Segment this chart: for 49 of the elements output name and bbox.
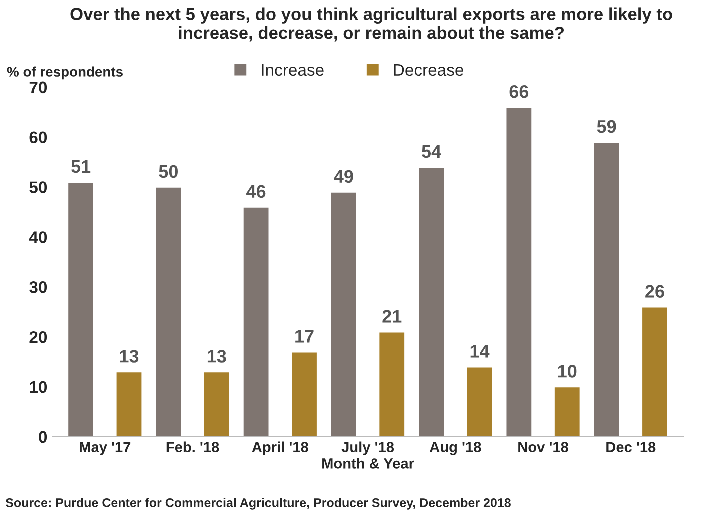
y-tick-label: 60 bbox=[30, 132, 48, 144]
data-label: 13 bbox=[208, 350, 226, 363]
bar bbox=[67, 182, 95, 437]
data-label: 14 bbox=[470, 345, 490, 358]
y-tick-label: 20 bbox=[30, 331, 48, 344]
bar bbox=[378, 331, 406, 437]
data-label: 13 bbox=[120, 350, 139, 363]
source-note: Source: Purdue Center for Commercial Agriculture, Producer Survey, December 2018 bbox=[6, 498, 511, 510]
data-label: 26 bbox=[646, 285, 664, 298]
y-tick-label: 0 bbox=[39, 431, 48, 444]
x-tick-label: Feb. '18 bbox=[166, 442, 220, 452]
bar bbox=[418, 166, 446, 437]
legend-label: Increase bbox=[262, 64, 324, 76]
data-label: 59 bbox=[597, 120, 616, 134]
x-tick-label: Nov '18 bbox=[518, 442, 568, 452]
bar bbox=[592, 142, 621, 437]
data-label: 10 bbox=[558, 365, 577, 378]
legend-label: Decrease bbox=[394, 64, 464, 76]
y-tick-label: 50 bbox=[30, 182, 48, 194]
x-tick-label: April '18 bbox=[252, 442, 308, 456]
data-label: 21 bbox=[382, 310, 402, 323]
data-label: 54 bbox=[422, 146, 442, 158]
bar bbox=[330, 192, 358, 437]
y-axis-title: % of respondents bbox=[7, 66, 123, 80]
y-tick-label: 10 bbox=[30, 381, 48, 394]
x-tick-label: May '17 bbox=[80, 442, 131, 456]
y-tick-label: 30 bbox=[30, 282, 48, 294]
bar bbox=[466, 366, 494, 437]
data-label: 46 bbox=[246, 185, 266, 198]
data-label: 51 bbox=[72, 160, 91, 174]
x-tick-label: Aug '18 bbox=[430, 442, 482, 456]
x-tick-label: July '18 bbox=[342, 442, 394, 456]
chart-title: Over the next 5 years, do you think agricultural exports are more likely to increase, decrease, or remain about the same? bbox=[70, 8, 672, 42]
bar bbox=[641, 306, 669, 437]
bar bbox=[203, 371, 231, 437]
bar bbox=[554, 386, 582, 437]
bar bbox=[115, 371, 144, 437]
data-label: 50 bbox=[159, 165, 178, 178]
y-tick-label: 40 bbox=[29, 232, 48, 244]
x-tick-label: Dec '18 bbox=[606, 442, 656, 452]
y-tick-label: 70 bbox=[30, 82, 48, 94]
x-axis-title: Month & Year bbox=[322, 458, 414, 469]
bar bbox=[242, 206, 270, 437]
data-label: 49 bbox=[334, 170, 354, 184]
bar bbox=[505, 106, 534, 437]
bar bbox=[154, 186, 183, 437]
bar bbox=[290, 351, 318, 437]
data-label: 66 bbox=[510, 85, 529, 98]
data-label: 17 bbox=[296, 330, 314, 343]
